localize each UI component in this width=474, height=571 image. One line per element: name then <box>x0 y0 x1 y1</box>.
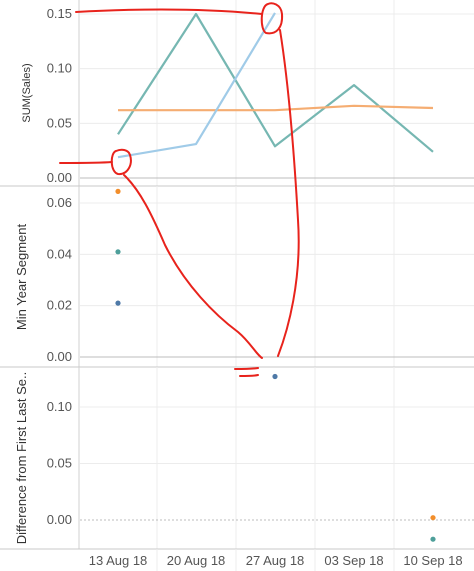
y-tick-label: 0.00 <box>47 170 72 185</box>
x-tick-label: 10 Sep 18 <box>403 553 462 568</box>
panel-1: 0.00 0.05 0.10 0.15 SUM(Sales) <box>0 0 474 187</box>
y-tick-label: 0.04 <box>47 246 72 261</box>
red-annotation-dash-1 <box>234 367 259 370</box>
line-series-1 <box>117 12 434 153</box>
y-tick-label: 0.10 <box>47 399 72 414</box>
line-series-3 <box>117 12 276 159</box>
scatter-point <box>115 188 121 194</box>
y-axis-label: Min Year Segment <box>14 223 29 330</box>
chart-panels: 0.000.050.100.15SUM(Sales)0.000.020.040.… <box>0 0 474 549</box>
y-axis-label: SUM(Sales) <box>21 63 33 122</box>
y-axis-label: Difference from First Last Se.. <box>14 372 29 544</box>
panel-2: 0.00 0.02 0.04 0.06 Min Year Segment <box>0 186 474 368</box>
red-annotation-right-line <box>277 29 300 357</box>
y-tick-label: 0.15 <box>47 6 72 21</box>
x-tick-label: 20 Aug 18 <box>167 553 226 568</box>
x-tick-label: 03 Sep 18 <box>324 553 383 568</box>
red-annotation-circle-left <box>110 148 132 176</box>
scatter-point <box>115 300 121 306</box>
scatter-point <box>430 536 436 542</box>
x-tick-label: 13 Aug 18 <box>89 553 148 568</box>
red-annotation-dash-2 <box>239 374 259 377</box>
scatter-point <box>115 249 121 255</box>
red-annotation-curve <box>123 174 263 359</box>
panel-3: 0.00 0.05 0.10 Difference from First Last S… <box>14 367 474 549</box>
y-tick-label: 0.00 <box>47 349 72 364</box>
red-annotation-left-line <box>59 161 113 164</box>
red-annotation-circle-top <box>260 2 284 35</box>
line-series-2 <box>118 104 434 112</box>
y-tick-label: 0.02 <box>47 298 72 313</box>
y-tick-label: 0.05 <box>47 456 72 471</box>
y-tick-label: 0.10 <box>47 61 72 76</box>
y-tick-label: 0.06 <box>47 195 72 210</box>
y-tick-label: 0.00 <box>47 512 72 527</box>
scatter-point <box>272 373 278 380</box>
hand-drawn-annotations <box>59 2 300 377</box>
scatter-point <box>430 515 436 521</box>
x-tick-label: 27 Aug 18 <box>246 553 305 568</box>
x-axis: 13 Aug 18 20 Aug 18 27 Aug 18 03 Sep 18 10 S… <box>0 548 474 571</box>
y-tick-label: 0.05 <box>47 115 72 130</box>
red-annotation-top-line <box>75 8 263 15</box>
